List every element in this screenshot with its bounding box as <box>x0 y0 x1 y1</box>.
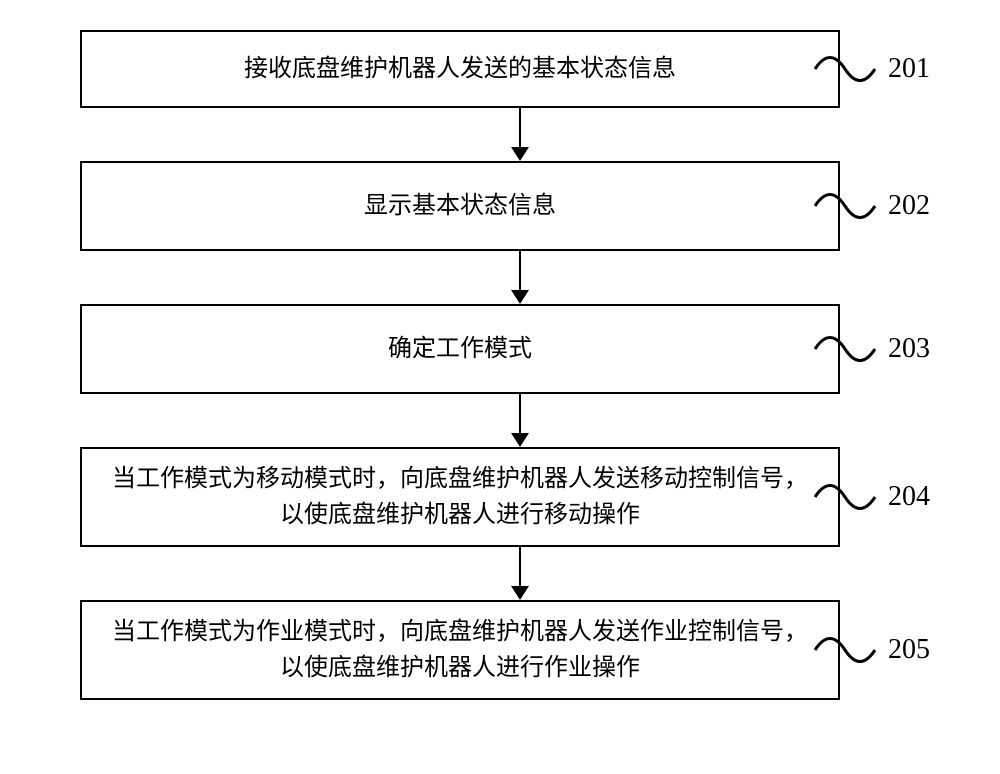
arrow-2 <box>140 251 900 304</box>
step-box-4: 当工作模式为移动模式时，向底盘维护机器人发送移动控制信号，以使底盘维护机器人进行… <box>80 447 840 547</box>
step-label-5: 205 <box>810 625 930 675</box>
arrow-1 <box>140 108 900 161</box>
wave-icon <box>810 625 880 675</box>
wave-icon <box>810 181 880 231</box>
step-number-4: 204 <box>888 481 930 513</box>
wave-icon <box>810 44 880 94</box>
step-box-1: 接收底盘维护机器人发送的基本状态信息 <box>80 30 840 108</box>
arrow-4 <box>140 547 900 600</box>
flowchart-container: 接收底盘维护机器人发送的基本状态信息 201 显示基本状态信息 202 确定工作… <box>40 30 960 700</box>
step-number-2: 202 <box>888 190 930 222</box>
step-row-5: 当工作模式为作业模式时，向底盘维护机器人发送作业控制信号，以使底盘维护机器人进行… <box>40 600 960 700</box>
step-number-3: 203 <box>888 333 930 365</box>
step-text-2: 显示基本状态信息 <box>364 188 556 224</box>
step-box-5: 当工作模式为作业模式时，向底盘维护机器人发送作业控制信号，以使底盘维护机器人进行… <box>80 600 840 700</box>
wave-icon <box>810 472 880 522</box>
step-text-5: 当工作模式为作业模式时，向底盘维护机器人发送作业控制信号，以使底盘维护机器人进行… <box>102 614 818 686</box>
step-label-2: 202 <box>810 181 930 231</box>
step-number-1: 201 <box>888 53 930 85</box>
step-row-1: 接收底盘维护机器人发送的基本状态信息 201 <box>40 30 960 108</box>
step-row-3: 确定工作模式 203 <box>40 304 960 394</box>
step-label-4: 204 <box>810 472 930 522</box>
wave-icon <box>810 324 880 374</box>
step-text-3: 确定工作模式 <box>388 331 532 367</box>
step-text-1: 接收底盘维护机器人发送的基本状态信息 <box>244 51 676 87</box>
step-label-1: 201 <box>810 44 930 94</box>
step-row-2: 显示基本状态信息 202 <box>40 161 960 251</box>
step-box-3: 确定工作模式 <box>80 304 840 394</box>
step-number-5: 205 <box>888 634 930 666</box>
step-text-4: 当工作模式为移动模式时，向底盘维护机器人发送移动控制信号，以使底盘维护机器人进行… <box>102 461 818 533</box>
step-row-4: 当工作模式为移动模式时，向底盘维护机器人发送移动控制信号，以使底盘维护机器人进行… <box>40 447 960 547</box>
arrow-3 <box>140 394 900 447</box>
step-box-2: 显示基本状态信息 <box>80 161 840 251</box>
step-label-3: 203 <box>810 324 930 374</box>
